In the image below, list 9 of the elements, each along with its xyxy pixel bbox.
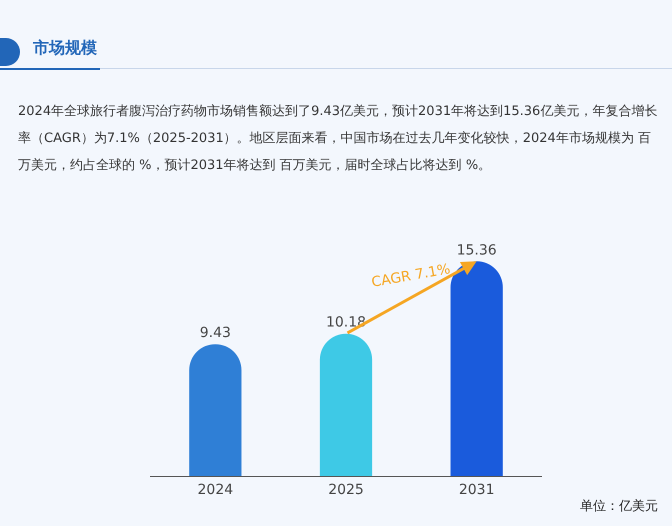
data-label: 15.36 bbox=[456, 242, 497, 258]
data-label: 9.43 bbox=[200, 325, 231, 342]
x-tick-label: 2024 bbox=[198, 482, 234, 498]
x-tick-label: 2031 bbox=[458, 482, 494, 498]
text: 单位：亿美元 bbox=[580, 498, 658, 514]
chart-subtitle: 2024年全球旅行者腹泻治疗药物市场销售额达到了9.43亿美元，预计2031年将达到15.36亿美元，年复合增长率（CAGR）为7.1%（2025-2031）。地区层面来看，中国市场在过去几年变化较快，2024年市场规模为 百万美元，约占全球的 %，预计2031年将达到 百万美元，届时全球占比将达到 %。 bbox=[18, 103, 658, 175]
x-tick-label: 2025 bbox=[328, 482, 364, 498]
chart-title: 市场规模 bbox=[33, 38, 97, 59]
annotation: CAGR 7.1% bbox=[370, 261, 452, 291]
